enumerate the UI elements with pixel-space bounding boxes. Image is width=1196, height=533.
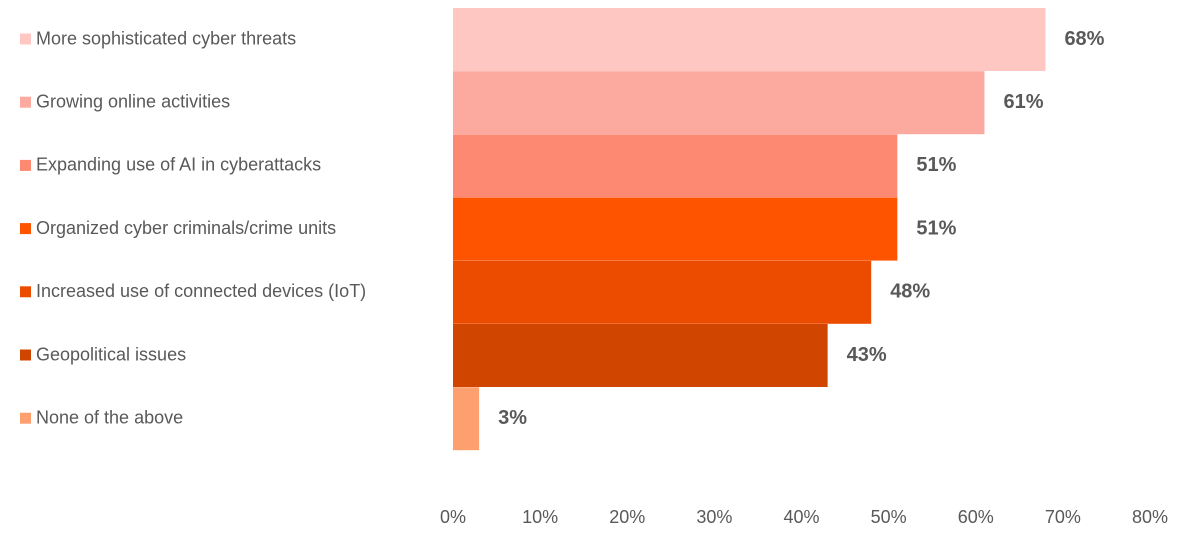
x-tick-label-3: 30% <box>696 507 732 527</box>
legend-swatch-6 <box>20 412 31 424</box>
data-label-5: 43% <box>847 344 887 366</box>
legend-label-2: Expanding use of AI in cyberattacks <box>36 155 321 175</box>
bar-5 <box>453 324 828 387</box>
bar-3 <box>453 197 898 261</box>
legend-swatch-4 <box>20 286 31 298</box>
data-label-4: 48% <box>890 281 930 303</box>
data-label-6: 3% <box>498 407 527 429</box>
legend-label-3: Organized cyber criminals/crime units <box>36 218 336 238</box>
bar-6 <box>453 387 480 451</box>
legend-label-4: Increased use of connected devices (IoT) <box>36 281 366 301</box>
x-tick-label-7: 70% <box>1045 507 1081 527</box>
data-label-3: 51% <box>916 217 956 239</box>
data-label-2: 51% <box>916 154 956 176</box>
bars-group: 68% 61% 51% 51% 48% 43% 3% <box>453 8 1105 451</box>
bar-2 <box>453 134 898 198</box>
legend-swatch-0 <box>20 33 31 45</box>
legend-label-6: None of the above <box>36 407 183 427</box>
legend-swatch-2 <box>20 159 31 171</box>
x-tick-label-2: 20% <box>609 507 645 527</box>
data-label-0: 68% <box>1064 28 1104 50</box>
x-tick-label-5: 50% <box>871 507 907 527</box>
x-tick-label-4: 40% <box>783 507 819 527</box>
legend-label-5: Geopolitical issues <box>36 344 186 364</box>
legend-label-0: More sophisticated cyber threats <box>36 28 296 48</box>
bar-4 <box>453 260 872 324</box>
legend-swatch-3 <box>20 223 31 235</box>
legend-label-1: Growing online activities <box>36 91 230 111</box>
x-axis: 0% 10% 20% 30% 40% 50% 60% 70% 80% <box>440 507 1168 527</box>
legend-swatch-5 <box>20 349 31 361</box>
data-label-1: 61% <box>1003 91 1043 113</box>
x-tick-label-1: 10% <box>522 507 558 527</box>
bar-1 <box>453 71 985 135</box>
x-tick-label-6: 60% <box>958 507 994 527</box>
x-tick-label-8: 80% <box>1132 507 1168 527</box>
x-tick-label-0: 0% <box>440 507 466 527</box>
bar-0 <box>453 8 1046 71</box>
legend-swatch-1 <box>20 96 31 108</box>
legend: More sophisticated cyber threats Growing … <box>20 28 366 427</box>
